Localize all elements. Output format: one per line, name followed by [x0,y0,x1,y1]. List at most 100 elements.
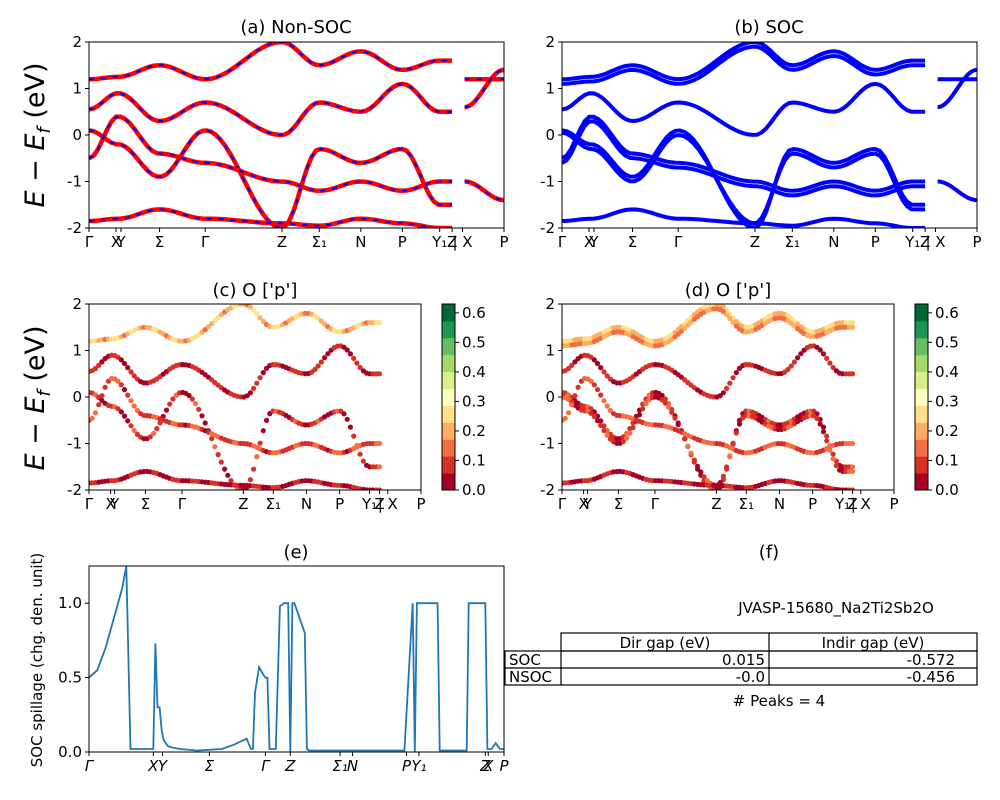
projection-point [594,387,601,393]
x-tick-label: Γ [85,233,94,251]
x-tick-label: Σ [628,233,637,251]
projection-point [215,452,221,458]
projection-point [228,478,234,484]
x-tick-label: N [774,495,785,513]
projection-point [251,385,257,391]
projection-point [376,464,383,470]
projection-point [598,392,604,398]
projection-point [636,412,643,418]
band-line-dash [464,68,504,109]
x-tick-label: Z [374,495,384,513]
x-tick-label: P [499,233,508,251]
y-tick-label: 1 [545,80,555,98]
projection-point [205,324,211,330]
y-tick-label: 1.0 [58,594,82,612]
table-row-label: NSOC [509,668,552,686]
colorbar-segment [915,405,928,423]
panel-a-plot [89,42,504,228]
colorbar-tick-label: 0.1 [935,451,959,469]
projection-point [730,441,736,447]
x-tick-label: Σ [205,757,215,775]
table-cell-dir-gap: -0.0 [736,668,765,686]
y-tick-label: -1 [67,435,82,453]
x-tick-label: P [889,495,898,513]
y-tick-label: 0 [545,126,555,144]
x-tick-label: Σ [141,495,150,513]
colorbar-tick-label: 0.5 [462,333,486,351]
x-tick-label: X [578,495,588,513]
band-line [562,130,926,226]
projection-point [121,360,128,367]
projection-point [357,364,363,371]
projection-point [96,362,102,368]
panel-c-colorbar: 0.0 0.1 0.2 0.3 0.4 0.5 0.6 [441,303,486,499]
colorbar-segment [442,371,455,390]
colorbar-tick-label: 0.0 [462,481,486,499]
colorbar-frame [914,303,929,491]
projection-point [121,387,128,393]
band-line [562,119,926,198]
x-tick-label: Σ [614,495,623,513]
projection-point [730,319,736,325]
y-tick-label: 1 [545,342,555,360]
projection-point [824,438,830,444]
projection-point [199,413,205,419]
projection-point [698,469,704,475]
projection-point [662,400,668,406]
projection-point [212,444,218,450]
x-tick-label: Γ [674,233,683,251]
projection-point [588,410,594,416]
band-line-dash [464,180,504,202]
x-tick-label: X [147,757,159,775]
band-line [937,179,977,203]
x-tick-label: Y [109,495,120,513]
projection-point [89,415,95,421]
colorbar-segment [915,388,928,406]
panel-d-plot [562,304,856,490]
projection-point [247,477,253,483]
projection-point [720,390,727,396]
projection-point [720,309,727,315]
table-header-cell: Indir gap (eV) [822,634,925,652]
projection-point [251,466,257,472]
y-tick-label: 0.5 [58,669,82,687]
colorbar-tick-label: 0.1 [462,451,486,469]
colorbar-segment [915,456,928,474]
y-tick-label: -1 [540,435,555,453]
projection-point [344,416,350,422]
x-tick-label: X [111,233,121,251]
projection-point [128,423,134,429]
colorbar-tick-label: 0.3 [935,392,959,410]
projection-point [724,464,730,470]
x-tick-label: P [499,757,509,775]
projection-point [672,415,678,421]
x-tick-label: | X [378,495,398,513]
projection-point [347,424,353,430]
projection-point [594,360,601,367]
projection-point [254,454,260,460]
x-tick-label: Z [711,495,721,513]
band-line [89,207,453,228]
y-tick-label: 0.0 [58,743,82,761]
x-tick-label: Γ [261,757,271,775]
projection-point [724,312,730,318]
x-tick-label: Σ₁ [312,233,328,251]
table-cell-indir-gap: -0.572 [907,651,955,669]
y-tick-label: -2 [67,219,82,237]
y-tick-label: 0 [545,388,555,406]
y-tick-label: -1 [67,173,82,191]
band-line [562,207,926,228]
projection-point [131,427,137,434]
projection-point [817,347,823,353]
projection-point [318,359,324,365]
projection-point [601,369,607,375]
projection-point [351,355,357,361]
projection-point [643,401,649,407]
colorbar-segment [442,439,455,457]
projection-point [569,362,575,368]
projection-point [733,370,739,376]
